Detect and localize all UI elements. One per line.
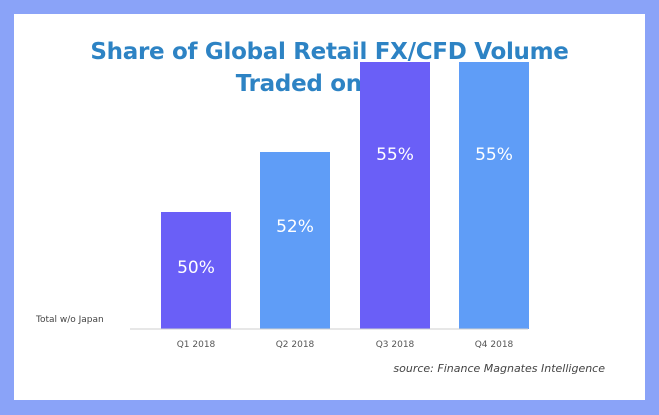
source-note: source: Finance Magnates Intelligence	[393, 362, 605, 375]
x-tick-label: Q2 2018	[276, 340, 315, 350]
row-label: Total w/o Japan	[36, 315, 104, 325]
data-label: 55%	[376, 145, 414, 165]
bar-q1-2018	[161, 212, 231, 329]
x-tick-label: Q1 2018	[177, 340, 216, 350]
x-tick-label: Q4 2018	[475, 340, 514, 350]
bar-chart: 50% Q1 2018 52% Q2 2018 55% Q3 2018 55% Q4 2018	[130, 62, 529, 350]
bar-q4-2018	[459, 62, 529, 329]
data-label: 52%	[276, 217, 314, 237]
data-label: 55%	[475, 145, 513, 165]
labels-group: 50% Q1 2018 52% Q2 2018 55% Q3 2018 55% Q4 2018	[177, 145, 514, 350]
bar-q3-2018	[360, 62, 430, 329]
data-label: 50%	[177, 258, 215, 278]
x-tick-label: Q3 2018	[376, 340, 415, 350]
chart-card: Share of Global Retail FX/CFD Volume Tra…	[14, 14, 645, 400]
chart-title-line-1: Share of Global Retail FX/CFD Volume	[90, 39, 569, 65]
bar-q2-2018	[260, 152, 330, 329]
bars-group	[161, 62, 529, 329]
